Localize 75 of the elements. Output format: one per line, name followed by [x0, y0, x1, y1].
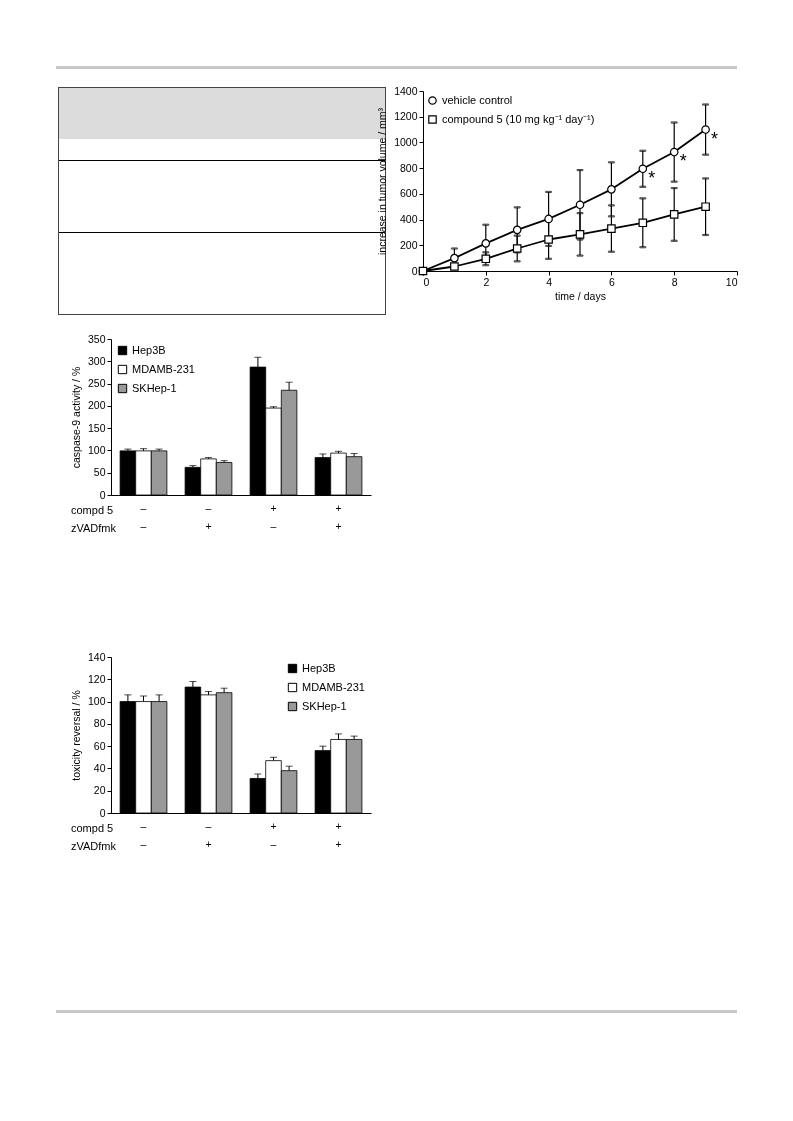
- y-axis-title: caspase-9 activity / %: [69, 366, 82, 469]
- point: [575, 200, 585, 210]
- legend-label: Hep3B: [302, 661, 336, 674]
- legend-label: MDAMB-231: [302, 680, 365, 693]
- legend-label: vehicle control: [442, 93, 513, 106]
- text: zVADfmk: [71, 840, 117, 852]
- annotation: *: [711, 128, 719, 149]
- y-tick-label: 1000: [394, 135, 418, 148]
- y-tick-label: 200: [399, 238, 418, 251]
- y-tick-label: 250: [87, 377, 106, 390]
- x-tick-label: 10: [725, 275, 738, 288]
- point: [607, 224, 616, 233]
- y-tick-label: 400: [399, 213, 418, 226]
- y-tick-label: 100: [87, 695, 106, 708]
- x-tick-label: 4: [546, 275, 553, 288]
- y-tick-label: 800: [399, 161, 418, 174]
- x-tick-label: 8: [671, 275, 678, 288]
- y-tick-label: 40: [93, 761, 106, 774]
- legend-label: MDAMB-231: [132, 362, 195, 375]
- point: [638, 164, 648, 174]
- y-axis-title: increase in tumor volume / mm³: [376, 107, 389, 256]
- y-tick-label: 80: [93, 717, 106, 730]
- y-tick-label: 0: [99, 806, 106, 819]
- y-axis-title: toxicity reversal / %: [69, 690, 82, 781]
- y-tick-label: 140: [87, 650, 106, 663]
- point: [701, 202, 710, 212]
- legend-label: compound 5 (10 mg kg⁻¹ day⁻¹): [442, 112, 595, 125]
- legend-label: Hep3B: [132, 343, 166, 356]
- y-tick-label: 350: [87, 332, 106, 345]
- y-tick-label: 1400: [394, 84, 418, 97]
- x-tick-label: + –: [270, 819, 277, 850]
- x-tick-label: – +: [205, 501, 212, 532]
- y-tick-label: 1200: [394, 110, 418, 123]
- text: compd 5: [71, 504, 114, 516]
- y-tick-label: 200: [87, 399, 106, 412]
- point: [481, 239, 491, 248]
- point: [512, 225, 522, 235]
- point: [450, 262, 459, 271]
- annotation: *: [648, 167, 656, 188]
- point: [669, 147, 679, 157]
- point: [638, 218, 648, 228]
- point: [544, 214, 553, 224]
- legend-label: SKHep-1: [132, 381, 177, 394]
- y-tick-label: 20: [93, 784, 106, 797]
- point: [607, 185, 616, 194]
- y-tick-label: 60: [93, 739, 106, 752]
- y-tick-label: 120: [87, 672, 106, 685]
- y-tick-label: 600: [399, 187, 418, 200]
- point: [701, 125, 710, 134]
- x-tick-label: + –: [270, 501, 277, 532]
- point: [512, 244, 522, 253]
- x-axis-title: time / days: [555, 290, 606, 302]
- y-tick-label: 0: [99, 488, 106, 501]
- point: [575, 230, 585, 239]
- text: compd 5: [71, 822, 114, 834]
- y-tick-label: 50: [93, 466, 106, 479]
- text: zVADfmk: [71, 522, 117, 534]
- y-tick-label: 100: [87, 443, 106, 456]
- x-tick-label: 6: [608, 275, 615, 288]
- y-tick-label: 0: [411, 264, 418, 277]
- x-tick-label: + +: [335, 501, 342, 532]
- point: [544, 235, 553, 244]
- x-tick-label: 2: [483, 275, 490, 288]
- point: [481, 254, 491, 264]
- annotation: *: [679, 151, 687, 172]
- point: [669, 210, 679, 219]
- x-tick-label: – –: [140, 501, 147, 532]
- y-tick-label: 300: [87, 354, 106, 367]
- point: [450, 253, 459, 263]
- y-tick-label: 150: [87, 421, 106, 434]
- x-tick-label: – +: [205, 819, 212, 850]
- x-tick-label: – –: [140, 819, 147, 850]
- x-tick-label: 0: [423, 275, 430, 288]
- x-tick-label: + +: [335, 819, 342, 850]
- legend-label: SKHep-1: [302, 699, 347, 712]
